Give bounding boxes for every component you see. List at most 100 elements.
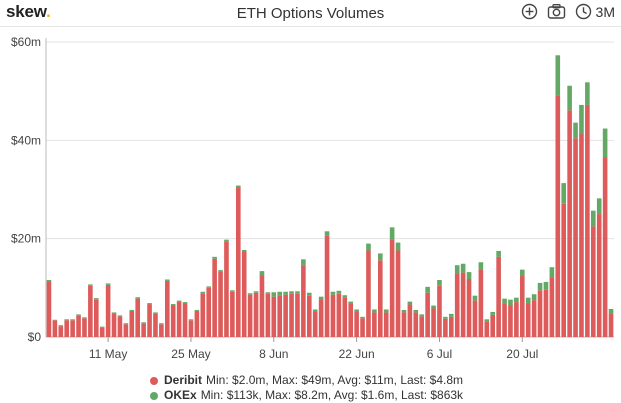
bar-okex[interactable] xyxy=(123,323,129,325)
bar-okex[interactable] xyxy=(342,295,348,298)
bar-okex[interactable] xyxy=(395,242,401,251)
bar-deribit[interactable] xyxy=(342,297,348,337)
bar-deribit[interactable] xyxy=(306,295,312,337)
bar-okex[interactable] xyxy=(366,243,371,251)
bar-okex[interactable] xyxy=(200,291,206,294)
legend-item-deribit[interactable]: Deribit Min: $2.0m, Max: $49m, Avg: $11m… xyxy=(150,373,463,388)
bar-okex[interactable] xyxy=(431,305,436,309)
bar-deribit[interactable] xyxy=(241,251,247,337)
bar-deribit[interactable] xyxy=(602,157,608,337)
bar-deribit[interactable] xyxy=(443,318,448,337)
bar-okex[interactable] xyxy=(247,293,253,295)
bar-deribit[interactable] xyxy=(389,239,395,337)
bar-deribit[interactable] xyxy=(111,313,117,337)
bar-deribit[interactable] xyxy=(64,320,70,337)
bar-deribit[interactable] xyxy=(543,289,549,337)
bar-deribit[interactable] xyxy=(188,320,194,337)
bar-okex[interactable] xyxy=(437,279,442,286)
bar-deribit[interactable] xyxy=(93,299,99,337)
bar-deribit[interactable] xyxy=(561,203,567,337)
bar-deribit[interactable] xyxy=(354,311,359,337)
bar-okex[interactable] xyxy=(301,259,306,266)
bar-deribit[interactable] xyxy=(224,241,229,337)
bar-okex[interactable] xyxy=(531,294,537,301)
bar-deribit[interactable] xyxy=(478,269,484,337)
bar-deribit[interactable] xyxy=(88,285,93,337)
bar-okex[interactable] xyxy=(46,279,52,282)
bar-okex[interactable] xyxy=(230,290,235,292)
bar-deribit[interactable] xyxy=(401,312,407,337)
bar-deribit[interactable] xyxy=(230,291,235,337)
bar-okex[interactable] xyxy=(330,291,336,295)
bar-deribit[interactable] xyxy=(519,276,525,337)
bar-okex[interactable] xyxy=(70,319,75,321)
bar-okex[interactable] xyxy=(105,283,111,285)
bar-deribit[interactable] xyxy=(82,318,87,337)
bar-okex[interactable] xyxy=(283,291,288,295)
bar-deribit[interactable] xyxy=(383,312,389,337)
bar-deribit[interactable] xyxy=(312,311,318,337)
bar-deribit[interactable] xyxy=(496,256,501,337)
bar-deribit[interactable] xyxy=(170,305,176,337)
bar-okex[interactable] xyxy=(514,297,519,303)
bar-okex[interactable] xyxy=(212,256,217,259)
bar-deribit[interactable] xyxy=(70,320,75,337)
range-selector[interactable]: 3M xyxy=(575,3,615,20)
bar-deribit[interactable] xyxy=(194,310,200,337)
bar-okex[interactable] xyxy=(496,250,501,257)
bar-deribit[interactable] xyxy=(117,316,123,337)
bar-okex[interactable] xyxy=(401,309,407,313)
bar-okex[interactable] xyxy=(159,323,164,325)
bar-deribit[interactable] xyxy=(76,315,81,337)
bar-deribit[interactable] xyxy=(437,285,442,337)
bar-deribit[interactable] xyxy=(271,296,277,337)
bar-deribit[interactable] xyxy=(141,323,146,337)
bar-okex[interactable] xyxy=(289,291,294,294)
bar-okex[interactable] xyxy=(389,227,395,240)
camera-icon[interactable] xyxy=(547,3,566,20)
bar-okex[interactable] xyxy=(265,292,271,294)
bar-deribit[interactable] xyxy=(490,314,496,337)
bar-deribit[interactable] xyxy=(153,313,158,337)
bar-okex[interactable] xyxy=(253,291,259,293)
bar-okex[interactable] xyxy=(561,183,567,204)
bar-deribit[interactable] xyxy=(159,324,164,337)
bar-okex[interactable] xyxy=(218,270,223,272)
bar-okex[interactable] xyxy=(484,319,490,322)
bar-deribit[interactable] xyxy=(176,301,182,337)
bar-deribit[interactable] xyxy=(348,303,354,337)
bar-okex[interactable] xyxy=(377,253,383,261)
bar-okex[interactable] xyxy=(336,290,342,294)
bar-deribit[interactable] xyxy=(182,303,188,337)
bar-okex[interactable] xyxy=(147,303,152,305)
bar-okex[interactable] xyxy=(478,262,484,270)
bar-deribit[interactable] xyxy=(247,294,253,337)
bar-okex[interactable] xyxy=(537,282,543,291)
bar-deribit[interactable] xyxy=(579,133,584,337)
bar-okex[interactable] xyxy=(596,198,602,215)
bar-okex[interactable] xyxy=(153,312,158,314)
bar-deribit[interactable] xyxy=(253,292,259,337)
bar-deribit[interactable] xyxy=(525,303,531,337)
bar-deribit[interactable] xyxy=(283,294,288,337)
bar-deribit[interactable] xyxy=(590,226,596,337)
bar-okex[interactable] xyxy=(194,309,200,311)
bar-deribit[interactable] xyxy=(330,294,336,337)
bar-okex[interactable] xyxy=(88,284,93,286)
bar-okex[interactable] xyxy=(111,312,117,314)
plus-circle-icon[interactable] xyxy=(521,3,538,20)
bar-okex[interactable] xyxy=(555,55,561,96)
bar-deribit[interactable] xyxy=(366,250,371,337)
bar-okex[interactable] xyxy=(58,325,64,327)
bar-deribit[interactable] xyxy=(514,302,519,337)
bar-deribit[interactable] xyxy=(360,318,365,337)
bar-okex[interactable] xyxy=(129,309,135,311)
bar-okex[interactable] xyxy=(170,304,176,306)
bar-okex[interactable] xyxy=(448,313,454,317)
bar-deribit[interactable] xyxy=(502,303,507,337)
bar-deribit[interactable] xyxy=(200,293,206,337)
bar-okex[interactable] xyxy=(235,185,241,188)
bar-deribit[interactable] xyxy=(295,293,300,337)
bar-deribit[interactable] xyxy=(419,316,425,337)
bar-deribit[interactable] xyxy=(484,321,490,337)
